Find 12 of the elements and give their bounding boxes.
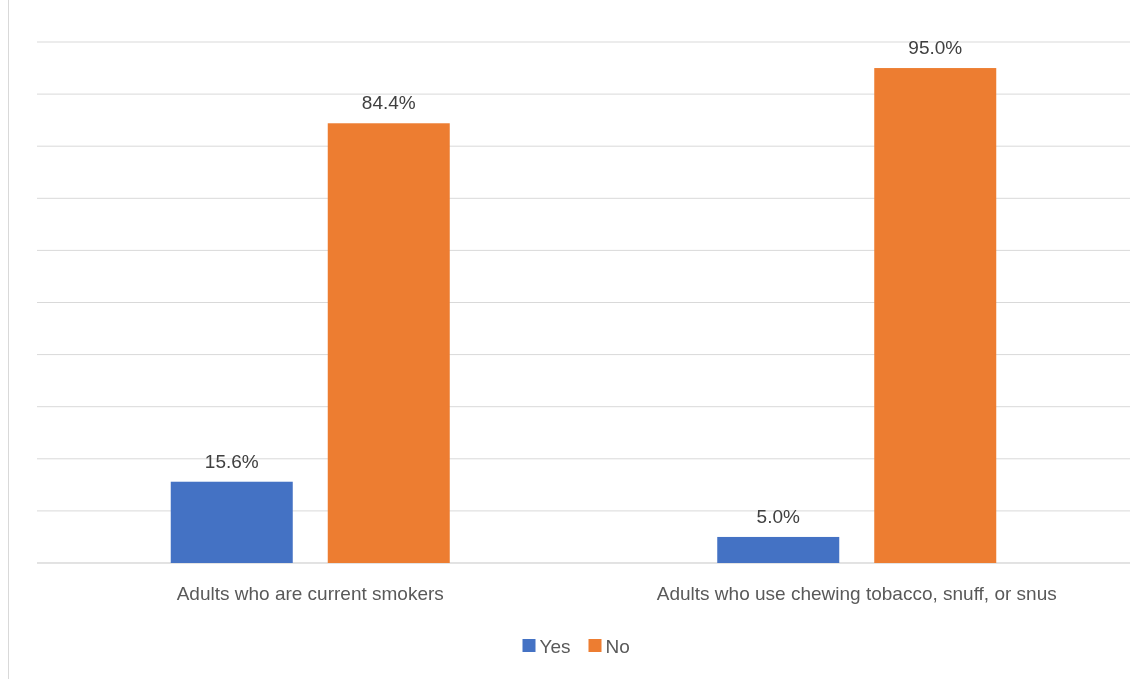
bar xyxy=(717,536,840,563)
x-tick-label: Adults who are current smokers xyxy=(176,583,444,604)
legend-label: No xyxy=(605,635,630,657)
data-label: 5.0% xyxy=(756,505,801,527)
bar xyxy=(170,481,293,563)
legend-label: Yes xyxy=(539,635,571,657)
data-label: 84.4% xyxy=(361,92,416,114)
bar xyxy=(327,123,450,563)
data-label: 95.0% xyxy=(908,37,963,59)
x-tick-label: Adults who use chewing tobacco, snuff, or snus xyxy=(656,583,1057,604)
bar xyxy=(874,68,997,563)
data-label: 15.6% xyxy=(204,450,259,472)
